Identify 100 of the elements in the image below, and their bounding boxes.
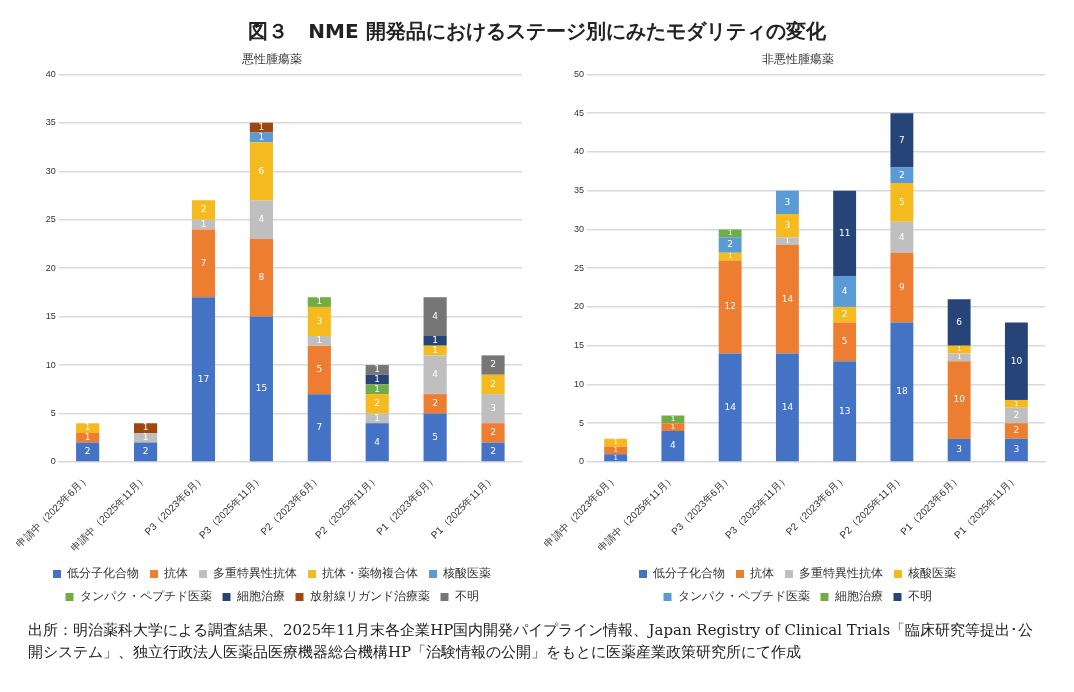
bar [365,423,389,462]
bar [604,454,628,462]
data-label: 18 [896,386,908,397]
bar [890,322,914,462]
y-tick-label: 15 [45,311,56,322]
data-label: 1 [142,422,149,433]
y-tick-label: 5 [579,417,585,428]
bar [481,442,505,462]
bar [423,335,447,346]
y-tick-label: 50 [574,68,585,79]
data-label: 8 [258,272,265,283]
bar [249,239,273,317]
legend-label: 細胞治療 [235,589,285,604]
y-tick-label: 5 [50,407,56,418]
data-label: 2 [142,446,149,457]
data-label: 2 [490,359,496,370]
data-label: 12 [724,301,736,312]
bar [833,306,857,323]
legend-label: 不明 [907,589,932,604]
bar [365,384,389,395]
data-label: 2 [490,446,496,457]
y-tick-label: 0 [579,456,585,467]
bar [191,297,216,462]
chart-subtitle: 非悪性腫瘍薬 [761,51,834,66]
data-label: 4 [899,231,906,242]
data-label: 2 [727,239,734,250]
bar [133,442,158,462]
data-label: 1 [374,373,381,384]
chart-title: 図３ NME 開発品におけるステージ別にみたモダリティの変化 [247,18,827,45]
data-label: 2 [432,398,438,409]
bar [191,229,216,298]
data-label: 11 [838,227,851,238]
bar [1004,322,1028,400]
bar [481,374,505,395]
bar [718,353,742,462]
bar [833,361,857,462]
bar [890,113,914,168]
y-tick-label: 40 [45,68,56,79]
bar [307,297,331,307]
data-label: 1 [142,432,149,443]
data-label: 2 [84,446,91,457]
data-label: 7 [316,422,323,432]
y-tick-label: 15 [574,340,585,351]
bar [718,260,742,354]
bar [307,345,331,395]
y-tick-label: 35 [45,117,56,128]
data-label: 3 [316,315,323,326]
bar [661,423,685,431]
data-label: 3 [490,403,496,413]
bar [775,353,799,462]
bar [775,190,799,214]
bar [890,252,914,323]
data-label: 3 [1013,444,1020,455]
bar [423,297,447,336]
bar [947,438,971,462]
bar [947,361,971,439]
data-label: 17 [197,373,210,384]
bar [1004,399,1028,408]
data-label: 3 [784,196,791,207]
legend-label: タンパク・ペプチド医薬 [677,589,810,604]
bar [1004,438,1028,462]
bar [947,353,971,362]
data-label: 15 [255,383,268,394]
data-label: 14 [724,401,737,412]
y-tick-label: 30 [574,223,585,234]
data-label: 10 [1010,355,1023,366]
data-label: 4 [670,440,677,451]
data-label: 7 [899,134,905,145]
legend-label: 低分子化合物 [653,566,725,581]
legend-label: 抗体 [164,566,188,581]
data-label: 1 [374,383,381,394]
data-label: 10 [953,394,966,405]
data-label: 4 [432,369,439,380]
data-label: 1 [374,364,381,375]
data-label: 5 [841,336,848,347]
bar [249,316,273,462]
y-tick-label: 25 [574,262,585,273]
bar [890,167,914,183]
legend-label: タンパク・ペプチド医薬 [79,589,212,604]
data-label: 2 [1013,409,1020,420]
data-label: 2 [374,398,381,409]
y-tick-label: 45 [574,107,585,118]
data-label: 1 [432,344,438,355]
bar [76,432,100,443]
data-label: 2 [1013,425,1020,436]
legend-label: 細胞治療 [833,589,883,604]
bar [423,413,447,462]
bar [833,190,857,276]
bar [604,446,628,455]
bar [133,423,158,433]
y-tick-label: 10 [574,378,585,389]
bar [307,335,331,346]
bar [1004,423,1028,439]
bar [249,122,273,133]
bar [76,442,100,462]
bar [423,394,447,414]
bar [481,394,505,424]
bar [718,229,742,238]
bar [481,423,505,443]
data-label: 3 [784,219,791,230]
